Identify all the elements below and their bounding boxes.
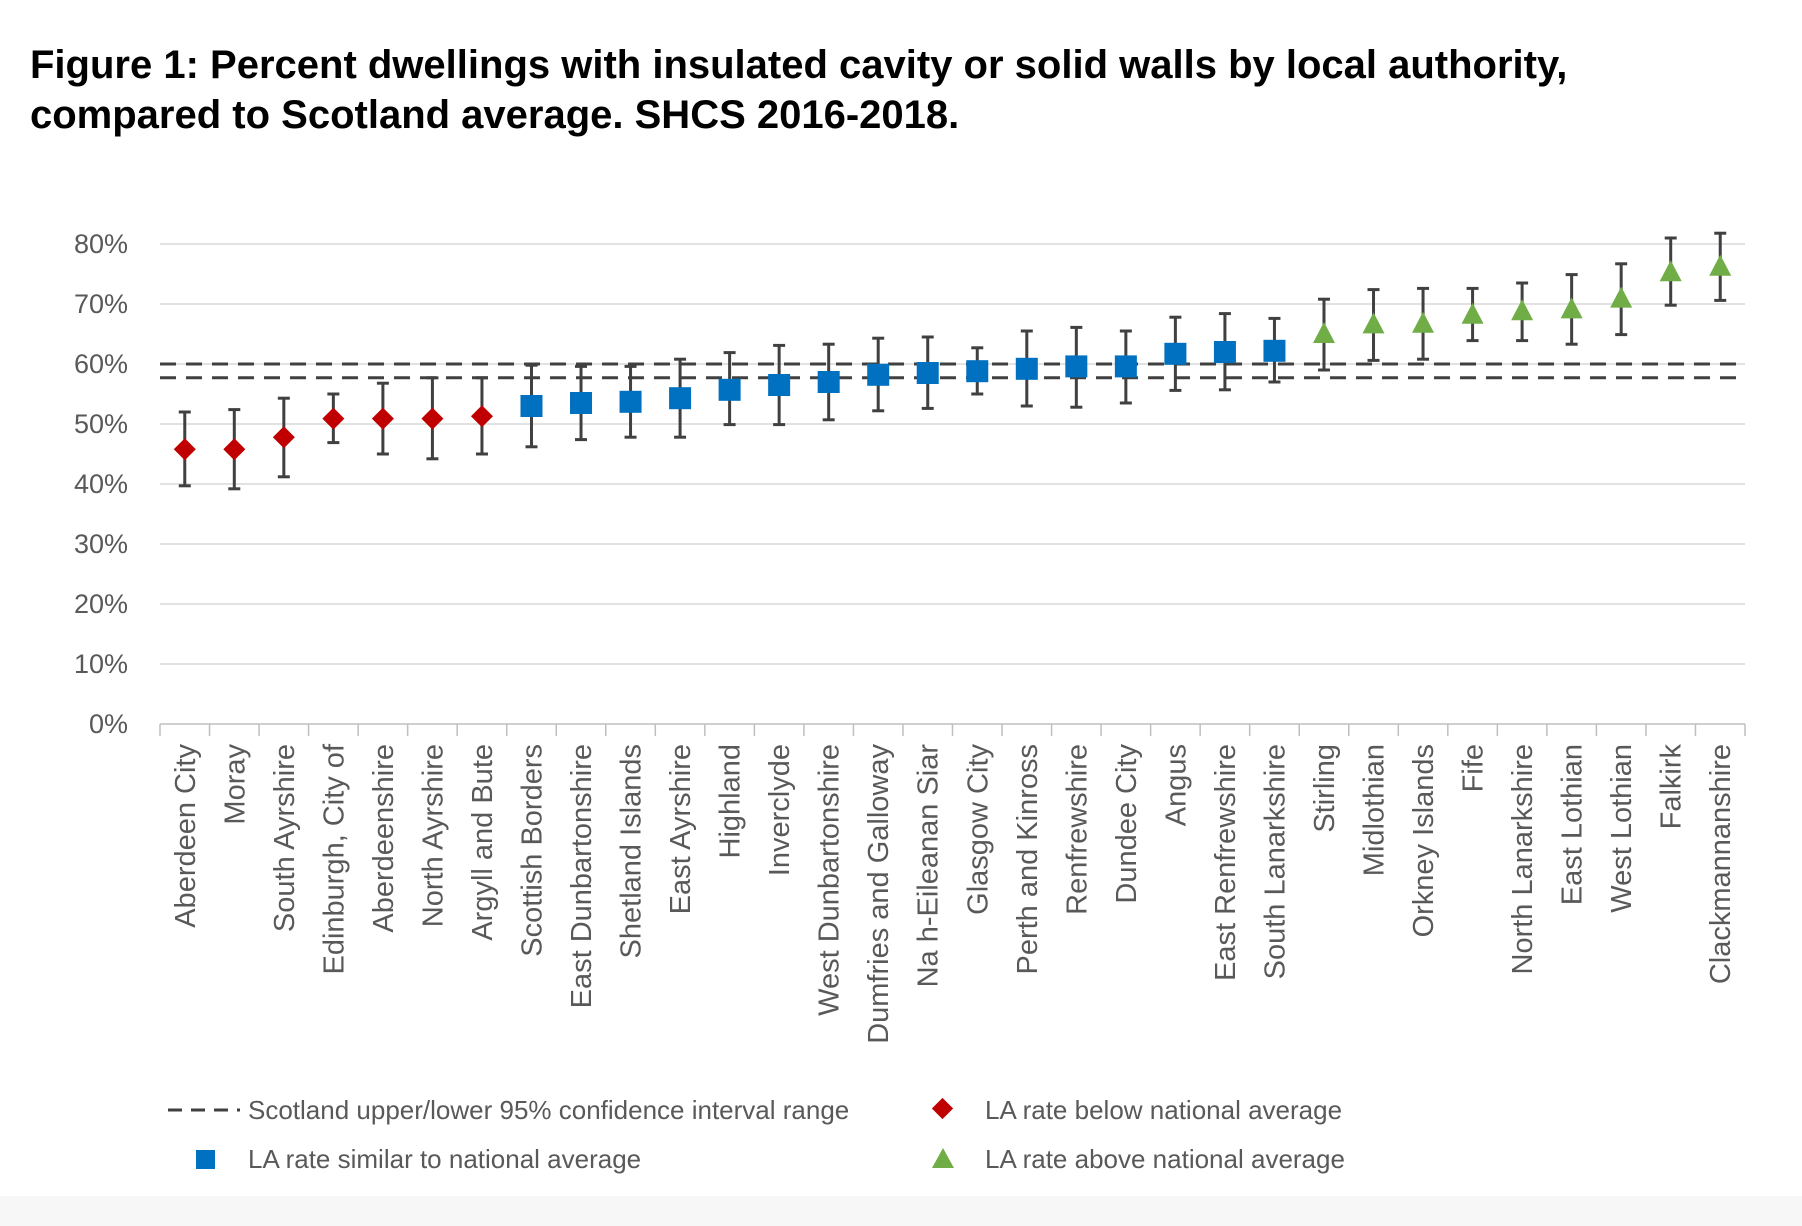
x-label-moray: Moray [219, 744, 251, 825]
x-label-orkney-islands: Orkney Islands [1408, 744, 1440, 937]
marker-east-renfrewshire [1213, 341, 1236, 363]
y-axis: 0% 10% 20% 30% 40% 50% 60% 70% 80% [74, 229, 1745, 739]
marker-north-ayrshire [421, 407, 444, 430]
marker-dumfries-and-galloway [867, 363, 890, 386]
marker-dundee-city [1114, 355, 1137, 378]
x-label-south-lanarkshire: South Lanarkshire [1259, 744, 1291, 979]
x-label-east-lothian: East Lothian [1557, 744, 1589, 905]
legend-ci-label: Scotland upper/lower 95% confidence inte… [248, 1095, 849, 1125]
marker-east-dunbartonshire [570, 392, 593, 414]
x-label-clackmannanshire: Clackmannanshire [1705, 744, 1737, 984]
marker-perth-and-kinross [1015, 357, 1038, 380]
x-label-glasgow-city: Glasgow City [962, 744, 994, 915]
marker-aberdeenshire [371, 407, 394, 430]
x-label-east-ayrshire: East Ayrshire [665, 744, 697, 914]
marker-highland [718, 378, 741, 401]
x-label-perth-and-kinross: Perth and Kinross [1012, 744, 1044, 975]
x-label-inverclyde: Inverclyde [764, 744, 796, 876]
legend-similar-swatch [196, 1150, 215, 1169]
x-label-west-dunbartonshire: West Dunbartonshire [814, 744, 846, 1016]
marker-na-h-eileanan-siar [916, 362, 939, 384]
marker-south-ayrshire [272, 426, 295, 449]
legend-item-above: LA rate above national average [932, 1144, 1345, 1174]
x-label-angus: Angus [1160, 744, 1192, 826]
y-tick-label: 60% [74, 349, 128, 379]
y-tick-label: 30% [74, 529, 128, 559]
legend-below-label: LA rate below national average [985, 1095, 1342, 1125]
chart-title-line-2: compared to Scotland average. SHCS 2016-… [30, 93, 960, 137]
x-label-edinburgh-city-of: Edinburgh, City of [318, 743, 350, 974]
x-label-north-ayrshire: North Ayrshire [417, 744, 449, 927]
x-label-scottish-borders: Scottish Borders [516, 744, 548, 957]
chart-title-line-1: Figure 1: Percent dwellings with insulat… [30, 43, 1568, 87]
marker-argyll-and-bute [470, 405, 493, 428]
x-label-east-renfrewshire: East Renfrewshire [1210, 744, 1242, 981]
x-label-dundee-city: Dundee City [1111, 744, 1143, 904]
marker-fife [1461, 302, 1484, 324]
x-label-fife: Fife [1458, 744, 1490, 792]
legend-item-below: LA rate below national average [931, 1095, 1342, 1125]
marker-glasgow-city [966, 360, 989, 383]
marker-east-ayrshire [669, 387, 692, 410]
legend-above-label: LA rate above national average [985, 1144, 1345, 1174]
x-label-south-ayrshire: South Ayrshire [269, 744, 301, 932]
legend-item-similar: LA rate similar to national average [196, 1144, 641, 1174]
marker-clackmannanshire [1709, 254, 1732, 276]
marker-west-lothian [1610, 286, 1633, 308]
marker-edinburgh-city-of [322, 407, 345, 430]
x-label-shetland-islands: Shetland Islands [616, 744, 648, 958]
legend-similar-label: LA rate similar to national average [248, 1144, 641, 1174]
data-markers [173, 254, 1732, 461]
marker-orkney-islands [1412, 311, 1435, 333]
footer-strip [0, 1196, 1802, 1226]
x-label-highland: Highland [715, 744, 747, 858]
x-label-stirling: Stirling [1309, 744, 1341, 833]
marker-west-dunbartonshire [817, 371, 840, 393]
marker-angus [1164, 342, 1187, 365]
x-label-east-dunbartonshire: East Dunbartonshire [566, 744, 598, 1008]
chart-title: Figure 1: Percent dwellings with insulat… [30, 40, 1770, 140]
x-label-midlothian: Midlothian [1359, 744, 1391, 876]
x-label-na-h-eileanan-siar: Na h-Eileanan Siar [913, 744, 945, 988]
marker-south-lanarkshire [1263, 339, 1286, 362]
x-axis: Aberdeen City Moray South Ayrshire Edinburg… [159, 724, 1746, 1044]
y-tick-label: 0% [89, 709, 128, 739]
y-tick-label: 20% [74, 589, 128, 619]
x-label-north-lanarkshire: North Lanarkshire [1507, 744, 1539, 975]
grid-lines [160, 243, 1745, 665]
marker-north-lanarkshire [1511, 299, 1534, 321]
legend: Scotland upper/lower 95% confidence inte… [168, 1095, 1345, 1174]
y-tick-label: 50% [74, 409, 128, 439]
x-label-dumfries-and-galloway: Dumfries and Galloway [863, 744, 895, 1044]
legend-above-swatch [932, 1148, 954, 1168]
y-tick-label: 70% [74, 289, 128, 319]
marker-shetland-islands [619, 390, 642, 413]
marker-falkirk [1659, 260, 1682, 282]
marker-aberdeen-city [173, 438, 196, 461]
marker-midlothian [1362, 312, 1385, 334]
marker-moray [223, 438, 246, 461]
x-label-west-lothian: West Lothian [1606, 744, 1638, 913]
x-label-aberdeen-city: Aberdeen City [170, 744, 202, 928]
x-label-renfrewshire: Renfrewshire [1061, 744, 1093, 915]
marker-renfrewshire [1065, 355, 1088, 378]
marker-stirling [1312, 322, 1335, 343]
legend-item-ci: Scotland upper/lower 95% confidence inte… [168, 1095, 849, 1125]
marker-east-lothian [1560, 297, 1583, 319]
x-label-argyll-and-bute: Argyll and Bute [467, 744, 499, 941]
x-label-falkirk: Falkirk [1656, 744, 1688, 830]
x-label-aberdeenshire: Aberdeenshire [368, 744, 400, 933]
y-tick-label: 10% [74, 649, 128, 679]
y-tick-label: 40% [74, 469, 128, 499]
error-bars [178, 231, 1727, 491]
marker-scottish-borders [520, 395, 543, 417]
legend-below-swatch [931, 1097, 954, 1120]
scotland-ci-lines [160, 362, 1745, 380]
y-tick-label: 80% [74, 229, 128, 259]
marker-inverclyde [768, 374, 791, 396]
